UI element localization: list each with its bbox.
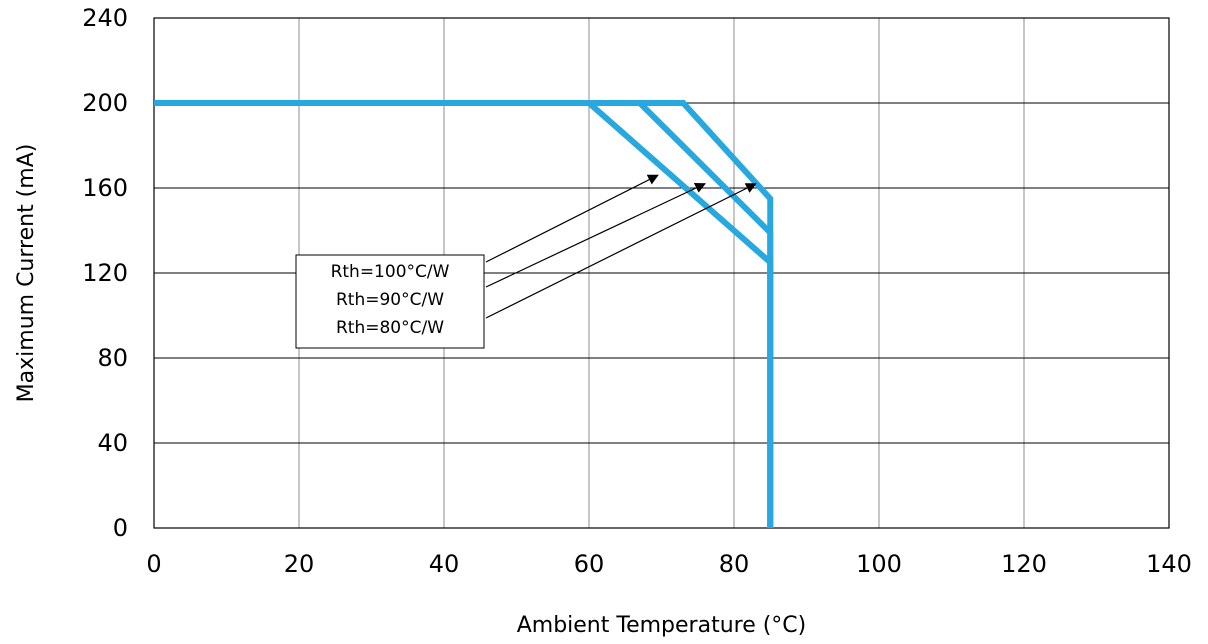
annotation-arrow-3 <box>485 183 757 319</box>
annotation-arrow-1 <box>485 174 659 263</box>
y-tick-label: 40 <box>97 429 128 457</box>
x-tick-label: 80 <box>719 550 750 578</box>
y-tick-label: 0 <box>113 514 128 542</box>
y-tick-label: 240 <box>82 4 128 32</box>
y-tick-label: 160 <box>82 174 128 202</box>
annotation-arrows <box>485 174 757 319</box>
y-tick-label: 80 <box>97 344 128 372</box>
annotation-label-rth-80: Rth=80°C/W <box>336 318 444 338</box>
x-tick-label: 120 <box>1001 550 1047 578</box>
annotation-label-rth-90: Rth=90°C/W <box>336 290 444 310</box>
series-line-3 <box>154 100 774 528</box>
annotation-box-frame <box>295 254 485 349</box>
x-tick-label: 60 <box>574 550 605 578</box>
annotation-arrow-2 <box>485 183 706 288</box>
series-layer <box>154 100 774 528</box>
x-axis-title: Ambient Temperature (°C) <box>517 613 807 638</box>
annotation-box: Rth=100°C/W Rth=90°C/W Rth=80°C/W <box>295 254 485 349</box>
y-tick-label: 120 <box>82 259 128 287</box>
annotation-label-rth-100: Rth=100°C/W <box>331 262 450 282</box>
x-tick-label: 0 <box>146 550 161 578</box>
x-tick-label: 40 <box>429 550 460 578</box>
y-axis-title: Maximum Current (mA) <box>14 144 39 403</box>
plot-frame <box>153 17 1170 529</box>
y-tick-label: 200 <box>82 89 128 117</box>
x-tick-label: 100 <box>856 550 902 578</box>
x-tick-label: 140 <box>1146 550 1192 578</box>
x-tick-labels: 0 20 40 60 80 100 120 140 <box>146 550 1192 578</box>
y-tick-labels: 0 40 80 120 160 200 240 <box>82 4 128 542</box>
x-tick-label: 20 <box>284 550 315 578</box>
